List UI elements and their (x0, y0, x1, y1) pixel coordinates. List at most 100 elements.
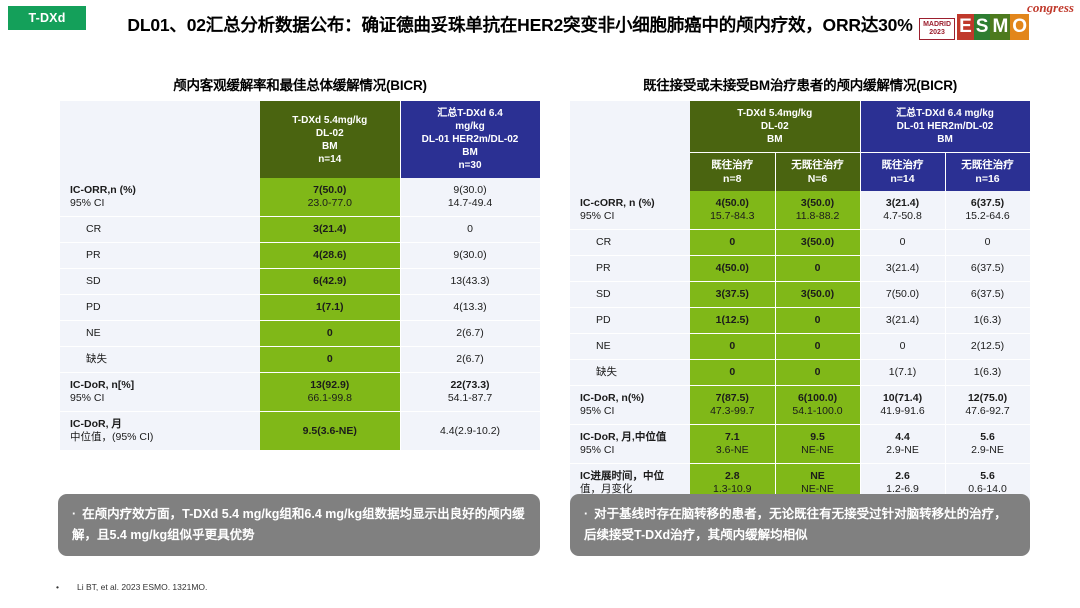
cell-tdxd-6-4: 22(73.3) 54.1-87.7 (400, 372, 541, 412)
row-label: NE (60, 320, 260, 347)
right-panel: 既往接受或未接受BM治疗患者的颅内缓解情况(BICR) T-DXd 5.4mg/… (570, 74, 1031, 503)
cell-prior-n14: 3(21.4) 4.7-50.8 (860, 191, 946, 230)
cell-noprior-n16: 0 (945, 229, 1031, 256)
row-label: IC-DoR, n[%] 95% CI (60, 372, 260, 412)
row-label: SD (60, 268, 260, 295)
left-header-col1: T-DXd 5.4mg/kg DL-02 BM n=14 (260, 101, 401, 178)
table-row: NE 0 2(6.7) (60, 320, 541, 347)
cell-prior-n14: 3(21.4) (860, 307, 946, 334)
cell-tdxd-6-4: 4.4(2.9-10.2) (400, 411, 541, 451)
row-label: PD (570, 307, 690, 334)
cell-tdxd-5-4: 0 (260, 346, 401, 373)
cell-tdxd-6-4: 9(30.0) 14.7-49.4 (400, 178, 541, 217)
cell-tdxd-5-4: 0 (260, 320, 401, 347)
left-header-blank (60, 101, 260, 178)
cell-prior-n8: 7(87.5) 47.3-99.7 (690, 385, 776, 425)
cell-noprior-n16: 6(37.5) 15.2-64.6 (945, 191, 1031, 230)
cell-prior-n8: 4(50.0) (690, 255, 776, 282)
table-row: NE 0 0 0 2(12.5) (570, 333, 1031, 360)
left-callout-bullet: · (72, 507, 77, 521)
row-label: IC-cORR, n (%) 95% CI (570, 191, 690, 230)
row-label: 缺失 (60, 346, 260, 373)
cell-prior-n14: 1(7.1) (860, 359, 946, 386)
t-dxd-badge: T-DXd (8, 6, 86, 30)
table-row: PD 1(12.5) 0 3(21.4) 1(6.3) (570, 307, 1031, 334)
table-row: IC-DoR, n(%) 95% CI 7(87.5) 47.3-99.7 6(100.… (570, 385, 1031, 425)
cell-noprior-n16: 1(6.3) (945, 359, 1031, 386)
left-panel-title: 颅内客观缓解率和最佳总体缓解情况(BICR) (173, 78, 427, 93)
esmo-madrid-box: MADRID 2023 (919, 18, 956, 40)
slide-title: DL01、02汇总分析数据公布：确证德曲妥珠单抗在HER2突变非小细胞肺癌中的颅… (127, 15, 913, 35)
table-row: IC-cORR, n (%) 95% CI 4(50.0) 15.7-84.3 3(50… (570, 191, 1031, 230)
left-callout: · 在颅内疗效方面，T-DXd 5.4 mg/kg组和6.4 mg/kg组数据均显… (58, 494, 540, 556)
right-header-group2: 汇总T-DXd 6.4 mg/kg DL-01 HER2m/DL-02 BM (860, 101, 1031, 153)
cell-noprior-n6: 3(50.0) 11.8-88.2 (775, 191, 861, 230)
footnote-text: Li BT, et al. 2023 ESMO. 1321MO. (76, 582, 208, 592)
table-row: PD 1(7.1) 4(13.3) (60, 294, 541, 321)
cell-prior-n14: 0 (860, 333, 946, 360)
left-panel: 颅内客观缓解率和最佳总体缓解情况(BICR) T-DXd 5.4mg/kg DL-… (60, 74, 541, 451)
table-row: SD 3(37.5) 3(50.0) 7(50.0) 6(37.5) (570, 281, 1031, 308)
table-row: CR 0 3(50.0) 0 0 (570, 229, 1031, 256)
cell-tdxd-6-4: 0 (400, 216, 541, 243)
cell-noprior-n16: 1(6.3) (945, 307, 1031, 334)
cell-noprior-n16: 12(75.0) 47.6-92.7 (945, 385, 1031, 425)
table-row: CR 3(21.4) 0 (60, 216, 541, 243)
row-label: IC-ORR,n (%) 95% CI (60, 178, 260, 217)
right-callout-text: 对于基线时存在脑转移的患者，无论既往有无接受过针对脑转移灶的治疗，后续接受T-D… (584, 507, 1007, 542)
esmo-letter-s: S (973, 14, 991, 40)
right-subheader-prior-14: 既往治疗 n=14 (860, 152, 946, 191)
cell-prior-n14: 7(50.0) (860, 281, 946, 308)
cell-noprior-n6: 0 (775, 255, 861, 282)
cell-prior-n8: 3(37.5) (690, 281, 776, 308)
cell-noprior-n6: 3(50.0) (775, 229, 861, 256)
right-table: T-DXd 5.4mg/kg DL-02 BM 汇总T-DXd 6.4 mg/kg D… (570, 101, 1031, 503)
esmo-letter-e: E (957, 14, 974, 40)
row-label: PR (570, 255, 690, 282)
row-label: 缺失 (570, 359, 690, 386)
cell-tdxd-5-4: 9.5(3.6-NE) (260, 411, 401, 451)
right-table-group-header-row: T-DXd 5.4mg/kg DL-02 BM 汇总T-DXd 6.4 mg/kg D… (570, 101, 1031, 191)
cell-prior-n8: 1(12.5) (690, 307, 776, 334)
cell-prior-n8: 0 (690, 359, 776, 386)
cell-tdxd-5-4: 13(92.9) 66.1-99.8 (260, 372, 401, 412)
row-label: IC-DoR, 月,中位值 95% CI (570, 424, 690, 464)
cell-prior-n14: 3(21.4) (860, 255, 946, 282)
esmo-letter-o: O (1010, 14, 1030, 40)
cell-tdxd-6-4: 4(13.3) (400, 294, 541, 321)
cell-tdxd-5-4: 4(28.6) (260, 242, 401, 269)
table-row: IC-ORR,n (%) 95% CI 7(50.0) 23.0-77.0 9(30.0… (60, 178, 541, 217)
cell-prior-n8: 7.1 3.6-NE (690, 424, 776, 464)
cell-tdxd-6-4: 2(6.7) (400, 346, 541, 373)
cell-tdxd-6-4: 2(6.7) (400, 320, 541, 347)
right-table-sub-header-row: 既往治疗 n=8 无既往治疗 N=6 既往治疗 n=14 无既往治疗 n=16 (570, 152, 1031, 191)
cell-prior-n8: 4(50.0) 15.7-84.3 (690, 191, 776, 230)
table-row: IC-DoR, 月,中位值 95% CI 7.1 3.6-NE 9.5 NE-NE 4.4 2… (570, 424, 1031, 464)
cell-noprior-n6: 9.5 NE-NE (775, 424, 861, 464)
right-panel-title: 既往接受或未接受BM治疗患者的颅内缓解情况(BICR) (642, 78, 958, 93)
table-row: PR 4(50.0) 0 3(21.4) 6(37.5) (570, 255, 1031, 282)
cell-tdxd-5-4: 6(42.9) (260, 268, 401, 295)
left-callout-text: 在颅内疗效方面，T-DXd 5.4 mg/kg组和6.4 mg/kg组数据均显示… (72, 507, 525, 542)
left-table-header-row: T-DXd 5.4mg/kg DL-02 BM n=14 汇总T-DXd 6.4 mg/… (60, 101, 541, 178)
footnote-bullet: • (56, 582, 59, 592)
row-label: SD (570, 281, 690, 308)
row-label: IC-DoR, n(%) 95% CI (570, 385, 690, 425)
table-row: 缺失 0 0 1(7.1) 1(6.3) (570, 359, 1031, 386)
right-callout-bullet: · (584, 507, 589, 521)
cell-noprior-n6: 0 (775, 359, 861, 386)
row-label: CR (570, 229, 690, 256)
table-row: PR 4(28.6) 9(30.0) (60, 242, 541, 269)
cell-noprior-n6: 0 (775, 307, 861, 334)
table-row: SD 6(42.9) 13(43.3) (60, 268, 541, 295)
esmo-congress-logo: MADRID 2023 E S M O congress (919, 0, 1074, 40)
cell-prior-n8: 0 (690, 333, 776, 360)
esmo-letter-m: M (990, 14, 1011, 40)
left-header-col2: 汇总T-DXd 6.4 mg/kg DL-01 HER2m/DL-02 BM n=30 (400, 101, 541, 178)
right-callout: · 对于基线时存在脑转移的患者，无论既往有无接受过针对脑转移灶的治疗，后续接受T-… (570, 494, 1030, 556)
cell-tdxd-5-4: 1(7.1) (260, 294, 401, 321)
cell-noprior-n16: 6(37.5) (945, 255, 1031, 282)
cell-prior-n14: 10(71.4) 41.9-91.6 (860, 385, 946, 425)
table-row: IC-DoR, n[%] 95% CI 13(92.9) 66.1-99.8 22(73… (60, 372, 541, 412)
esmo-letters: E S M O (957, 14, 1030, 40)
